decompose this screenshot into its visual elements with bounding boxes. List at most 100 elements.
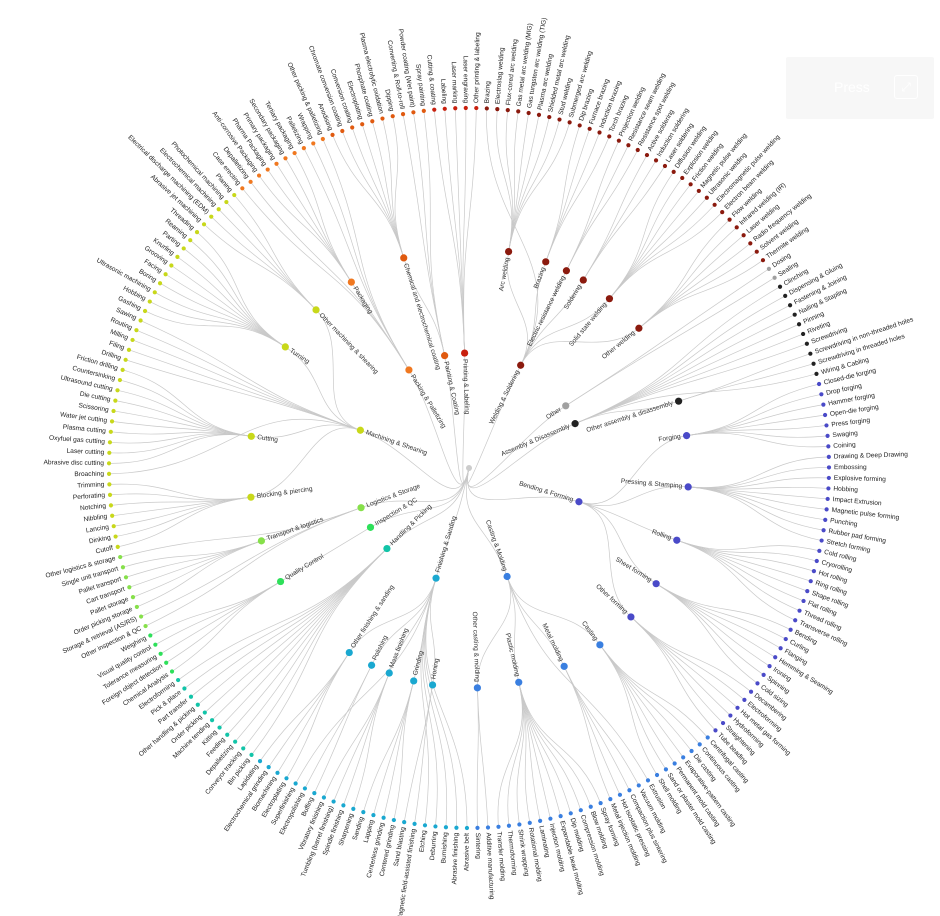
leaf-node-threading[interactable] (194, 230, 200, 235)
leaf-node-stud-welding[interactable] (557, 117, 562, 122)
leaf-node-pinning[interactable] (796, 322, 802, 327)
leaf-node-deburring[interactable] (433, 824, 438, 829)
leaf-node-facing[interactable] (163, 272, 168, 277)
branch-node-packaging[interactable] (347, 278, 355, 286)
leaf-node-projection-welding[interactable] (616, 138, 621, 143)
leaf-node-flux-cored-arc-welding[interactable] (505, 107, 510, 113)
leaf-node-cryorolling[interactable] (814, 558, 819, 564)
press-button[interactable]: Press ⤢ (786, 57, 934, 119)
leaf-node-transverse-rolling[interactable] (793, 618, 798, 623)
leaf-node-broaching[interactable] (106, 471, 112, 476)
leaf-node-depalletizing[interactable] (233, 739, 238, 744)
leaf-node-flanging[interactable] (778, 646, 783, 651)
leaf-node-superfinishing[interactable] (293, 781, 298, 786)
leaf-node-drilling[interactable] (123, 357, 128, 362)
leaf-node-plasma-arc-welding[interactable] (536, 112, 542, 117)
leaf-node-screwdriving-in-non-threaded-holes[interactable] (808, 351, 813, 356)
leaf-node-solvent-welding[interactable] (754, 249, 759, 254)
leaf-node-other-handling-picking[interactable] (195, 702, 200, 707)
leaf-node-cutting-coating[interactable] (432, 107, 437, 112)
leaf-node-hobbing[interactable] (147, 299, 152, 304)
leaf-node-ring-rolling[interactable] (808, 579, 813, 584)
branch-node-grinding[interactable] (410, 677, 418, 685)
leaf-node-dip-molding[interactable] (568, 811, 573, 816)
leaf-node-thread-rolling[interactable] (797, 608, 802, 613)
branch-node-painting-coating[interactable] (441, 352, 449, 360)
leaf-node-electroforming[interactable] (175, 677, 181, 683)
leaf-node-resistance-seam-welding[interactable] (626, 143, 631, 148)
branch-node-metal-molding[interactable] (560, 662, 568, 670)
branch-node-machining-shearing[interactable] (356, 426, 364, 434)
leaf-node-other-printing-labeling[interactable] (474, 105, 479, 111)
branch-node-polishing[interactable] (367, 661, 376, 669)
leaf-node-ultrasound-cutting[interactable] (115, 388, 120, 393)
leaf-node-weighing[interactable] (148, 633, 153, 638)
branch-node-inspection-qc[interactable] (366, 523, 375, 531)
leaf-node-other-inspection-qc[interactable] (143, 623, 148, 629)
branch-node-casting-molding[interactable] (503, 572, 511, 581)
leaf-node-evaporative-pattern-casting[interactable] (681, 755, 686, 760)
branch-node-pressing-stamping[interactable] (684, 483, 692, 491)
leaf-node-electroslag-welding[interactable] (495, 107, 500, 112)
branch-node-quality-control[interactable] (276, 577, 285, 586)
leaf-node-press-forging[interactable] (824, 423, 829, 428)
leaf-node-sealing[interactable] (772, 275, 777, 280)
branch-node-arc-welding[interactable] (505, 247, 513, 256)
leaf-node-flow-welding[interactable] (727, 217, 732, 222)
leaf-node-centerless-grinding[interactable] (381, 815, 386, 820)
leaf-node-laser-welding[interactable] (741, 233, 746, 238)
leaf-node-brazing[interactable] (484, 106, 489, 111)
leaf-node-palletizing[interactable] (301, 146, 306, 151)
leaf-node-swaging[interactable] (825, 433, 830, 438)
leaf-node-infrared-welding-ir[interactable] (734, 225, 739, 230)
leaf-node-spinning[interactable] (761, 672, 766, 677)
leaf-node-bin-picking[interactable] (249, 752, 254, 757)
leaf-node-feeding[interactable] (225, 732, 230, 737)
branch-node-packing-palletizing[interactable] (405, 366, 413, 374)
leaf-node-conveyor-tracking[interactable] (241, 746, 246, 751)
leaf-node-clinching[interactable] (777, 284, 783, 289)
branch-node-brazing[interactable] (542, 258, 550, 266)
leaf-node-gas-tungsten-arc-welding-tig[interactable] (526, 110, 531, 116)
leaf-node-radio-frequency-welding[interactable] (748, 241, 753, 246)
leaf-node-dosing[interactable] (766, 266, 772, 271)
leaf-node-active-soldering[interactable] (644, 152, 650, 158)
leaf-node-rubber-pad-forming[interactable] (821, 528, 826, 533)
leaf-node-primary-packaging[interactable] (274, 161, 279, 166)
leaf-node-tube-beading[interactable] (713, 728, 718, 733)
leaf-node-hot-metal-gas-forming[interactable] (735, 705, 740, 710)
leaf-node-labeling[interactable] (442, 106, 447, 111)
branch-node-welding-soldering[interactable] (517, 361, 525, 369)
leaf-node-electropolishing[interactable] (302, 786, 308, 791)
leaf-node-secondary-packaging[interactable] (283, 156, 288, 161)
branch-node-turning[interactable] (281, 343, 289, 351)
branch-node-honing[interactable] (428, 681, 437, 689)
leaf-node-electrochemical-machining[interactable] (216, 207, 221, 212)
leaf-node-pharma-packaging[interactable] (265, 167, 270, 172)
leaf-node-die-casting[interactable] (689, 748, 694, 754)
leaf-node-notching[interactable] (108, 503, 114, 508)
leaf-node-compaction-plus-sintering[interactable] (627, 788, 632, 793)
leaf-node-plasma-cutting[interactable] (108, 429, 113, 434)
branch-node-bending-forming[interactable] (575, 498, 583, 506)
leaf-node-cold-rolling[interactable] (817, 548, 822, 553)
leaf-node-cutoff[interactable] (115, 544, 120, 549)
leaf-node-visual-quality-control[interactable] (153, 642, 158, 647)
leaf-node-hammer-forging[interactable] (821, 402, 826, 407)
leaf-node-fastening-joining[interactable] (787, 303, 793, 308)
leaf-node-hemming-seaming[interactable] (773, 655, 778, 660)
leaf-node-electrical-discharge-machining-edm[interactable] (209, 214, 214, 219)
leaf-node-spindle-finishing[interactable] (341, 803, 346, 808)
leaf-node-ultrasonic-machining[interactable] (152, 290, 157, 295)
leaf-node-cart-transport[interactable] (127, 585, 132, 590)
branch-node-assembly-disassembly[interactable] (571, 420, 579, 428)
leaf-node-bending[interactable] (788, 627, 793, 632)
leaf-node-dispensing-gluing[interactable] (783, 293, 788, 299)
leaf-node-permanent-mold-casting[interactable] (672, 761, 677, 766)
leaf-node-electroplating[interactable] (284, 776, 289, 781)
leaf-node-countersinking[interactable] (117, 377, 123, 383)
leaf-node-parting[interactable] (181, 246, 186, 251)
leaf-node-thermite-welding[interactable] (760, 258, 766, 263)
leaf-node-electromagnetic-pulse-welding[interactable] (712, 202, 717, 207)
leaf-node-gas-metal-arc-welding-mig[interactable] (516, 109, 521, 114)
